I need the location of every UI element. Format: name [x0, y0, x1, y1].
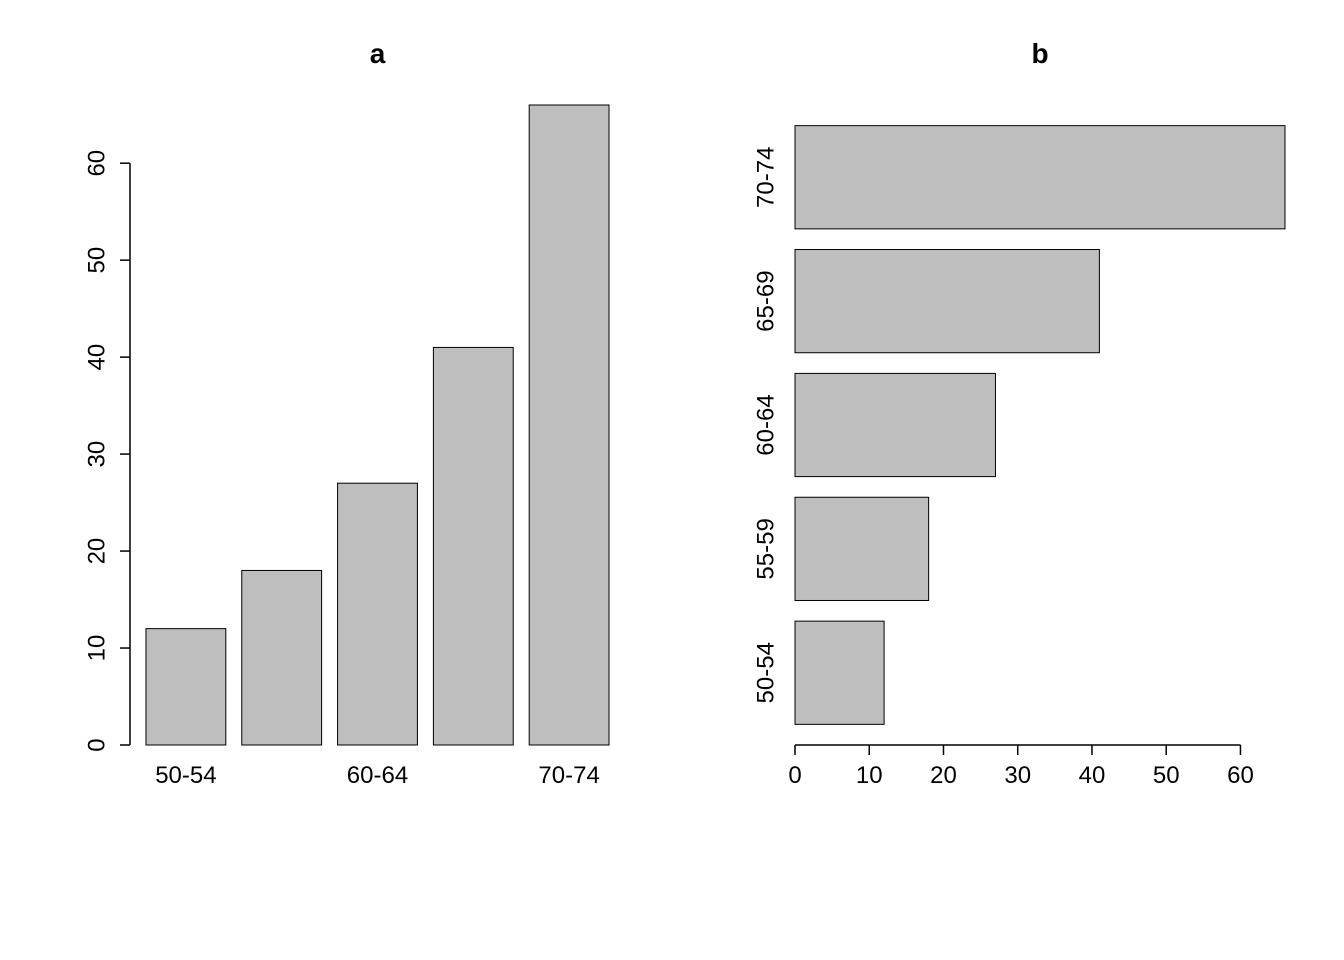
panel-a-bar: [529, 105, 609, 745]
panel-a-x-tick-label: 60-64: [347, 762, 408, 789]
panel-a-bar: [146, 629, 226, 745]
panel-a-y-tick-label: 10: [83, 635, 110, 662]
panel-b-x-tick-label: 30: [1004, 762, 1031, 789]
panel-b-bar: [795, 621, 884, 724]
figure-canvas: a 0 10 20 30 40 50 60 50-54 60-64 70-74 b 0 10 20 30 40 5…: [0, 0, 1344, 960]
figure-svg: a 0 10 20 30 40 50 60 50-54 60-64 70-74 b 0 10 20 30 40 5…: [0, 0, 1344, 960]
panel-a-y-tick-label: 30: [83, 441, 110, 468]
panel-a-y-tick-label: 50: [83, 247, 110, 274]
panel-b-bar: [795, 250, 1099, 353]
panel-b-y-tick-label: 70-74: [752, 147, 779, 208]
panel-a-title: a: [370, 38, 386, 69]
panel-b-x-tick-label: 50: [1153, 762, 1180, 789]
panel-a-bar: [433, 347, 513, 745]
panel-b-x-tick-label: 0: [788, 762, 801, 789]
panel-a-y-tick-label: 20: [83, 538, 110, 565]
panel-b-bar: [795, 373, 995, 476]
panel-a-bar: [338, 483, 418, 745]
panel-a-y-tick-label: 60: [83, 150, 110, 177]
panel-b-x-tick-label: 20: [930, 762, 957, 789]
panel-a-y-tick-label: 0: [83, 738, 110, 751]
panel-b-bar: [795, 126, 1285, 229]
panel-b-bar: [795, 497, 929, 600]
panel-b-x-tick-label: 40: [1079, 762, 1106, 789]
panel-b-title: b: [1031, 38, 1048, 69]
panel-a-y-tick-label: 40: [83, 344, 110, 371]
panel-b-x-tick-label: 60: [1227, 762, 1254, 789]
panel-b-y-tick-label: 65-69: [752, 270, 779, 331]
panel-a-x-tick-label: 70-74: [538, 762, 599, 789]
panel-a-x-tick-label: 50-54: [155, 762, 216, 789]
panel-b-y-tick-label: 60-64: [752, 394, 779, 455]
panel-b-y-tick-label: 55-59: [752, 518, 779, 579]
panel-b-x-tick-label: 10: [856, 762, 883, 789]
panel-b-y-tick-label: 50-54: [752, 642, 779, 703]
panel-a-bar: [242, 570, 322, 745]
